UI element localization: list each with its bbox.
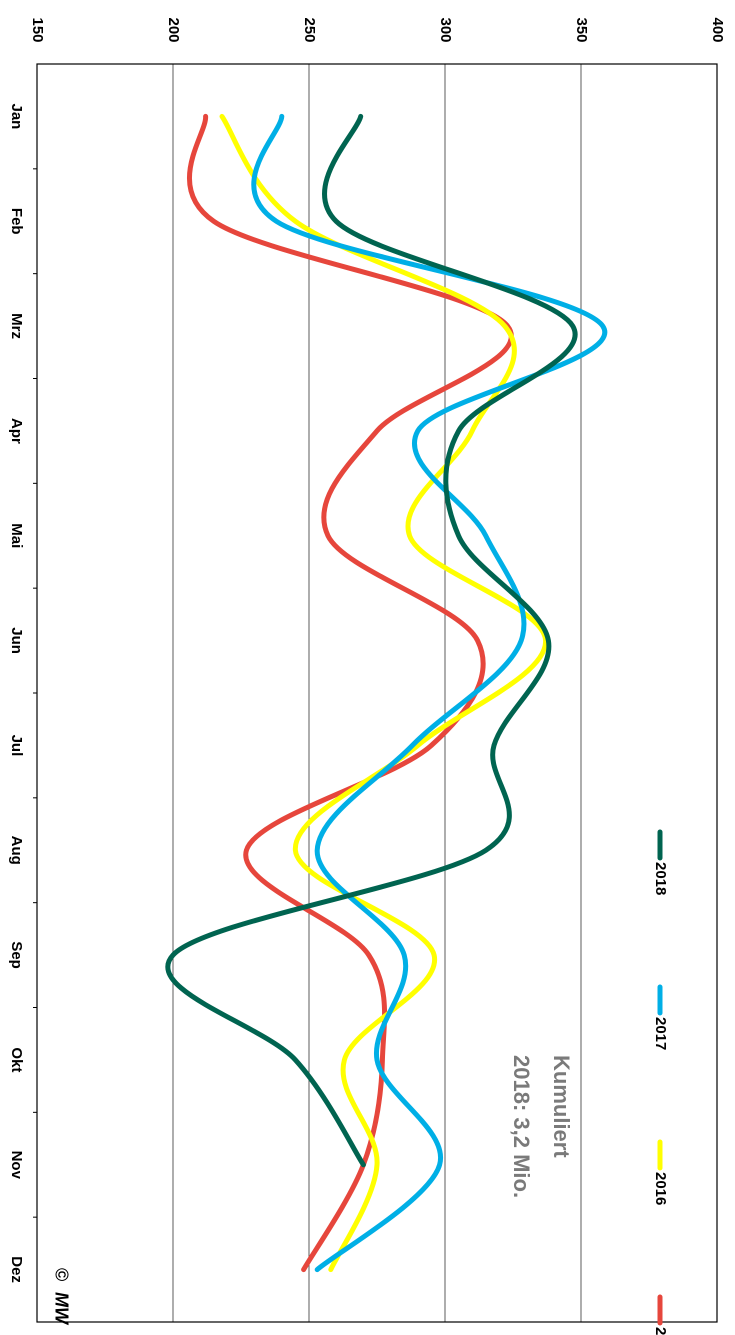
x-axis-ticks: Jan Feb Mrz Apr Mai Jun Jul Aug Sep Okt Nov Dez: [8, 103, 37, 1283]
x-tick-label: Feb: [8, 208, 25, 235]
copyright-logo: MW: [51, 1292, 71, 1326]
x-tick-label: Apr: [8, 418, 25, 444]
plot-frame: [36, 63, 718, 1323]
legend-label: 2016: [652, 1172, 669, 1205]
x-tick-label: Okt: [8, 1047, 25, 1072]
annotation: Kumuliert 2018: 3,2 Mio.: [509, 1055, 574, 1198]
y-axis-ticks: 150 200 250 300 350 400: [29, 17, 726, 42]
x-tick-label: Mrz: [8, 313, 25, 339]
copyright-symbol: ©: [51, 1268, 71, 1281]
series-line-2018: [165, 113, 578, 1168]
x-tick-label: Nov: [8, 1151, 25, 1180]
y-tick-label: 350: [573, 17, 590, 42]
x-tick-label: Aug: [8, 836, 25, 865]
annotation-line: Kumuliert: [549, 1055, 574, 1158]
copyright: © MW: [51, 1268, 71, 1326]
x-tick-label: Sep: [8, 941, 25, 969]
annotation-line: 2018: 3,2 Mio.: [509, 1055, 534, 1198]
series-line-2017: [251, 113, 608, 1273]
x-tick-label: Jul: [8, 735, 25, 757]
x-tick-label: Mai: [8, 523, 25, 548]
x-tick-label: Jun: [8, 627, 25, 654]
series-line-2015: [187, 113, 514, 1273]
x-tick-label: Dez: [8, 1256, 25, 1283]
series-lines: [165, 113, 608, 1273]
y-tick-label: 200: [165, 17, 182, 42]
y-tick-label: 150: [29, 17, 46, 42]
y-tick-label: 250: [301, 17, 318, 42]
legend-label: 2015: [652, 1327, 669, 1335]
x-tick-label: Jan: [8, 103, 25, 129]
series-line-2016: [219, 113, 549, 1273]
legend-label: 2017: [652, 1017, 669, 1050]
y-tick-label: 300: [437, 17, 454, 42]
y-tick-label: 400: [709, 17, 726, 42]
legend-label: 2018: [652, 862, 669, 895]
legend: 2018 2017 2016 2015: [652, 829, 669, 1335]
